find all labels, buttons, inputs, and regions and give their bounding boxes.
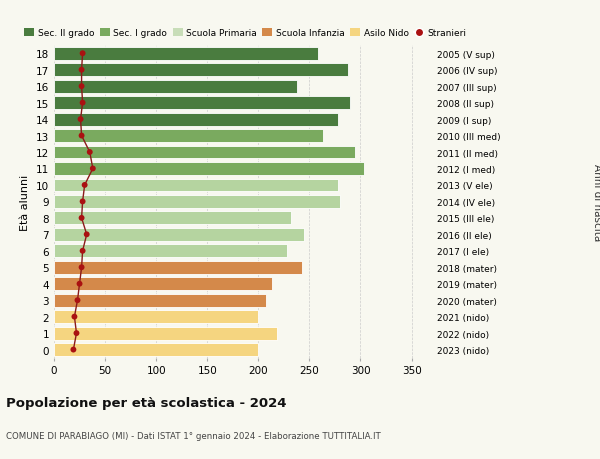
- Bar: [54, 113, 338, 126]
- Bar: [54, 261, 302, 274]
- Bar: [54, 64, 348, 77]
- Point: [77, 264, 86, 271]
- Bar: [54, 81, 297, 93]
- Bar: [54, 48, 317, 61]
- Bar: [54, 311, 259, 323]
- Point: [78, 247, 88, 255]
- Bar: [54, 130, 323, 143]
- Bar: [54, 278, 272, 291]
- Bar: [54, 343, 259, 356]
- Bar: [54, 97, 350, 110]
- Point: [78, 198, 88, 206]
- Bar: [54, 294, 266, 307]
- Bar: [54, 212, 291, 225]
- Text: Popolazione per età scolastica - 2024: Popolazione per età scolastica - 2024: [6, 396, 287, 409]
- Point: [73, 297, 82, 304]
- Point: [78, 100, 88, 107]
- Text: Anni di nascita: Anni di nascita: [592, 163, 600, 241]
- Point: [77, 67, 86, 74]
- Point: [76, 116, 85, 123]
- Point: [85, 149, 95, 157]
- Bar: [54, 245, 287, 257]
- Y-axis label: Età alunni: Età alunni: [20, 174, 31, 230]
- Point: [78, 50, 88, 58]
- Bar: [54, 327, 277, 340]
- Point: [77, 133, 86, 140]
- Point: [70, 313, 79, 321]
- Bar: [54, 162, 364, 175]
- Bar: [54, 196, 340, 208]
- Point: [88, 165, 98, 173]
- Point: [75, 280, 85, 288]
- Text: COMUNE DI PARABIAGO (MI) - Dati ISTAT 1° gennaio 2024 - Elaborazione TUTTITALIA.: COMUNE DI PARABIAGO (MI) - Dati ISTAT 1°…: [6, 431, 381, 440]
- Bar: [54, 229, 304, 241]
- Point: [71, 330, 81, 337]
- Bar: [54, 179, 338, 192]
- Point: [80, 182, 89, 189]
- Point: [77, 83, 86, 90]
- Point: [82, 231, 91, 239]
- Point: [68, 346, 78, 353]
- Bar: [54, 146, 355, 159]
- Point: [77, 215, 86, 222]
- Legend: Sec. II grado, Sec. I grado, Scuola Primaria, Scuola Infanzia, Asilo Nido, Stran: Sec. II grado, Sec. I grado, Scuola Prim…: [25, 29, 467, 38]
